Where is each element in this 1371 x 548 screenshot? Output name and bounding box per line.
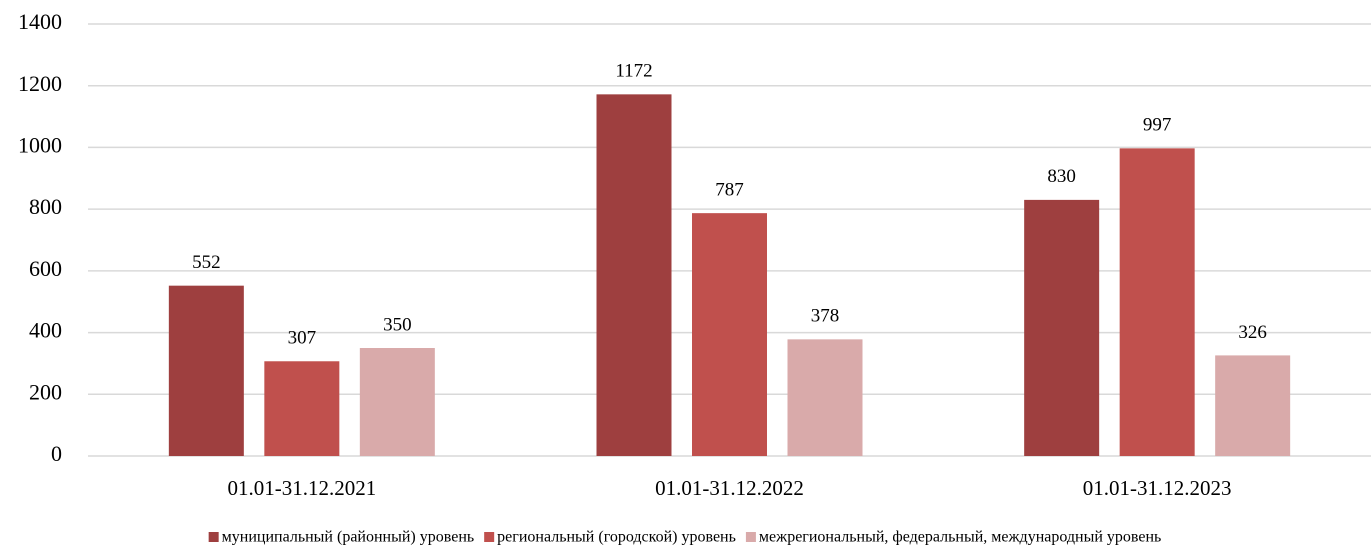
legend-swatch	[208, 532, 219, 542]
value-label: 307	[288, 328, 317, 349]
bar	[359, 348, 435, 456]
y-tick-label: 600	[29, 256, 62, 281]
y-tick-label: 200	[29, 379, 62, 404]
x-tick-label: 01.01-31.12.2023	[1083, 476, 1232, 500]
y-tick-label: 400	[29, 318, 62, 343]
bar	[1024, 199, 1100, 456]
bar	[264, 361, 340, 456]
legend-label: региональный (городской) уровень	[497, 529, 736, 546]
bar	[692, 213, 767, 456]
value-label: 552	[192, 252, 221, 273]
legend-swatch	[745, 532, 756, 542]
value-label: 830	[1047, 166, 1076, 187]
bar	[1119, 148, 1195, 456]
y-tick-label: 1400	[18, 9, 62, 34]
y-tick-label: 800	[29, 194, 62, 219]
value-label: 1172	[615, 61, 652, 82]
value-label: 787	[715, 180, 744, 201]
bar	[1215, 355, 1291, 456]
x-tick-label: 01.01-31.12.2022	[655, 476, 804, 500]
bar	[787, 339, 863, 456]
bar	[596, 94, 672, 457]
y-tick-label: 1200	[18, 71, 62, 96]
value-label: 326	[1238, 322, 1267, 343]
x-tick-label: 01.01-31.12.2021	[227, 476, 376, 500]
legend-label: межрегиональный, федеральный, международ…	[759, 529, 1161, 546]
y-tick-label: 1000	[18, 132, 62, 157]
legend-label: муниципальный (районный) уровень	[222, 529, 475, 546]
value-label: 997	[1143, 115, 1172, 136]
y-tick-label: 0	[51, 441, 62, 466]
value-label: 350	[383, 314, 412, 335]
legend-swatch	[484, 532, 495, 542]
bar	[168, 285, 244, 456]
value-label: 378	[811, 306, 840, 327]
